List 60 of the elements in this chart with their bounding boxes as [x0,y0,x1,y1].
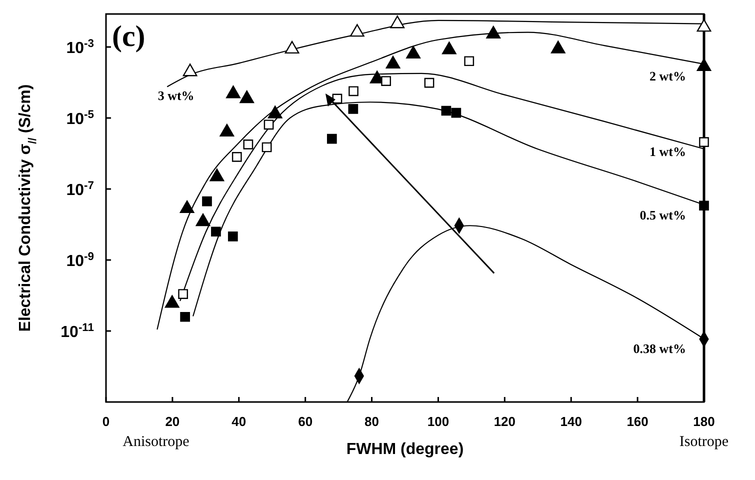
point [268,106,282,118]
series-label: 1 wt% [650,144,686,160]
point [696,58,712,72]
series-label: 0.5 wt% [640,208,686,223]
x-tick-label: 100 [427,414,450,429]
point [210,168,224,182]
point [284,40,300,54]
point [264,120,274,130]
x-tick-label: 80 [364,414,380,429]
point [182,64,198,76]
series-label: 3 wt% [158,88,194,103]
point [202,196,212,206]
x-tick-label: 140 [560,414,582,429]
point [442,42,456,54]
y-tick-label: 10$^{-5}$ [66,108,94,128]
x-axis-title: FWHM (degree) [346,441,464,458]
point [696,19,712,32]
point [386,56,400,68]
y-tick-label: 10$^{-11}$ [60,322,94,341]
annotation: (c) [112,20,146,53]
text: Anisotrope [122,434,190,450]
point [226,86,240,98]
point [326,134,337,144]
point [180,200,194,214]
point [381,76,391,86]
point [464,56,474,66]
point [451,108,462,118]
x-tick-label: 0 [102,414,110,429]
y-tick-label: 10$^{-9}$ [66,251,94,270]
point [699,200,709,211]
point [348,86,358,96]
point [178,289,188,299]
point [486,26,501,39]
point [232,152,242,162]
point [180,312,190,322]
point [348,104,358,114]
series-label: 2 wt% [650,68,686,84]
point [220,124,234,137]
point [441,106,452,116]
x-tick-label: 120 [494,414,516,429]
y-tick-label: 10$^{-3}$ [66,38,94,57]
x-tick-label: 20 [165,414,180,429]
x-tick-label: 180 [693,414,715,429]
point [262,142,272,152]
x-tick-label: 40 [232,414,246,429]
point [550,40,566,54]
point [243,140,254,150]
point [406,46,420,59]
point [699,137,709,147]
point [350,24,364,37]
y-tick-label: 10$^{-7}$ [66,180,94,199]
point [240,90,254,104]
point [390,16,405,28]
x-tick-label: 60 [298,414,313,429]
point [228,232,238,242]
x-tick-label: 160 [626,414,648,429]
series-label: 0.38 wt% [633,341,686,356]
text: Isotrope [679,434,729,450]
point [424,78,434,88]
point [211,226,221,237]
